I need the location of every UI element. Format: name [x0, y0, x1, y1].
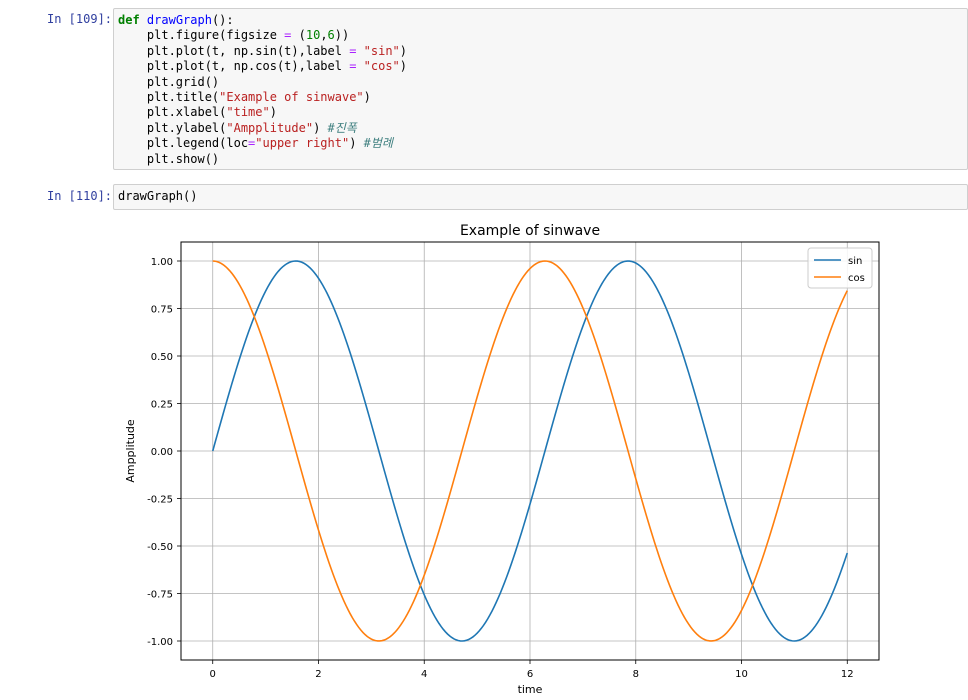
y-tick-label: -0.75	[147, 590, 173, 601]
x-tick-label: 2	[315, 669, 321, 680]
code-token: )	[399, 43, 408, 58]
code-token: plt.plot(t, np.sin(t),label	[118, 43, 350, 58]
code-token: )	[399, 59, 408, 74]
code-token: )	[349, 136, 364, 151]
code-token: plt.show()	[118, 151, 220, 166]
code-token: =	[349, 59, 357, 74]
x-tick-label: 8	[633, 669, 639, 680]
series-line-cos	[212, 260, 848, 642]
y-tick-label: -1.00	[147, 637, 173, 648]
code-token: (	[291, 28, 306, 43]
code-token: ))	[334, 28, 350, 43]
code-token	[356, 44, 363, 58]
chart-series	[211, 260, 849, 642]
code-token: 10	[305, 28, 321, 43]
code-editor[interactable]: def drawGraph(): plt.figure(figsize = (1…	[118, 13, 407, 167]
code-cell-110[interactable]: drawGraph()	[113, 184, 968, 210]
code-line: plt.plot(t, np.cos(t),label = "cos")	[118, 59, 407, 73]
code-token: "sin"	[363, 43, 400, 58]
chart-grid	[181, 242, 879, 660]
code-token	[140, 13, 147, 27]
code-token: plt.ylabel(	[118, 120, 227, 135]
y-tick-label: -0.50	[147, 542, 173, 553]
legend-label-sin: sin	[848, 256, 862, 267]
code-token: plt.title(	[118, 90, 220, 105]
code-token: )	[363, 90, 371, 105]
y-axis-label: Ampplitude	[124, 419, 137, 483]
code-token: plt.plot(t, np.cos(t),label	[118, 59, 350, 74]
code-token: )	[269, 105, 277, 120]
code-token: =	[349, 43, 357, 58]
x-tick-label: 6	[527, 669, 533, 680]
code-token: =	[248, 136, 256, 151]
chart-legend: sin cos	[807, 247, 873, 289]
cell-prompt-109: In [109]:	[47, 12, 113, 26]
code-line: plt.legend(loc="upper right") #범례	[118, 136, 393, 150]
y-tick-label: 0.25	[151, 400, 173, 411]
code-token: "upper right"	[255, 136, 350, 151]
code-token: drawGraph()	[118, 189, 198, 203]
y-tick-label: 0.75	[151, 305, 173, 316]
code-token: "Ampplitude"	[226, 120, 314, 135]
code-token: #진폭	[327, 120, 357, 135]
code-line: plt.title("Example of sinwave")	[118, 90, 371, 104]
code-token: plt.grid()	[118, 74, 220, 89]
legend-box	[807, 247, 873, 289]
code-token: def	[118, 13, 140, 27]
x-tick-label: 10	[735, 669, 748, 680]
series-line-sin	[211, 260, 849, 642]
x-axis-label: time	[518, 683, 543, 696]
code-line: plt.grid()	[118, 75, 219, 89]
x-tick-label: 4	[421, 669, 427, 680]
code-token: plt.xlabel(	[118, 105, 227, 120]
code-line: def drawGraph():	[118, 13, 234, 27]
x-axis-ticks: 0 2 4 6 8 10 12	[210, 660, 854, 680]
code-cell-109[interactable]: def drawGraph(): plt.figure(figsize = (1…	[113, 8, 968, 170]
code-token: "time"	[226, 105, 270, 120]
output-chart: 0 2 4 6 8 10 12 1.00 0.75 0.50 0.25 0.00 -0.25 -0.50…	[124, 223, 880, 696]
y-axis-ticks: 1.00 0.75 0.50 0.25 0.00 -0.25 -0.50 -0.75 -1.00	[147, 257, 181, 648]
x-tick-label: 0	[210, 669, 216, 680]
code-line: plt.ylabel("Ampplitude") #진폭	[118, 121, 357, 135]
code-line: plt.xlabel("time")	[118, 105, 277, 119]
code-token: "cos"	[363, 59, 400, 74]
y-tick-label: -0.25	[147, 495, 173, 506]
legend-label-cos: cos	[848, 273, 865, 284]
code-token: ,	[320, 28, 328, 43]
code-line: plt.show()	[118, 152, 219, 166]
x-tick-label: 12	[841, 669, 854, 680]
code-token	[356, 59, 363, 73]
y-tick-label: 0.50	[151, 352, 173, 363]
code-token: ():	[211, 13, 234, 27]
code-token: )	[313, 120, 328, 135]
code-line: plt.plot(t, np.sin(t),label = "sin")	[118, 44, 407, 58]
code-line: plt.figure(figsize = (10,6))	[118, 28, 349, 42]
code-token: #범례	[363, 136, 393, 151]
code-line: drawGraph()	[118, 189, 197, 203]
code-token: 6	[327, 28, 335, 43]
y-tick-label: 0.00	[151, 447, 173, 458]
code-token: plt.legend(loc	[118, 136, 249, 151]
cell-prompt-110: In [110]:	[47, 189, 113, 203]
chart-title: Example of sinwave	[460, 223, 600, 239]
code-editor[interactable]: drawGraph()	[118, 189, 197, 204]
y-tick-label: 1.00	[151, 257, 173, 268]
code-token: plt.figure(figsize	[118, 28, 285, 43]
code-token: drawGraph	[146, 13, 212, 27]
code-token: =	[284, 28, 292, 43]
code-token: "Example of sinwave"	[219, 90, 364, 105]
